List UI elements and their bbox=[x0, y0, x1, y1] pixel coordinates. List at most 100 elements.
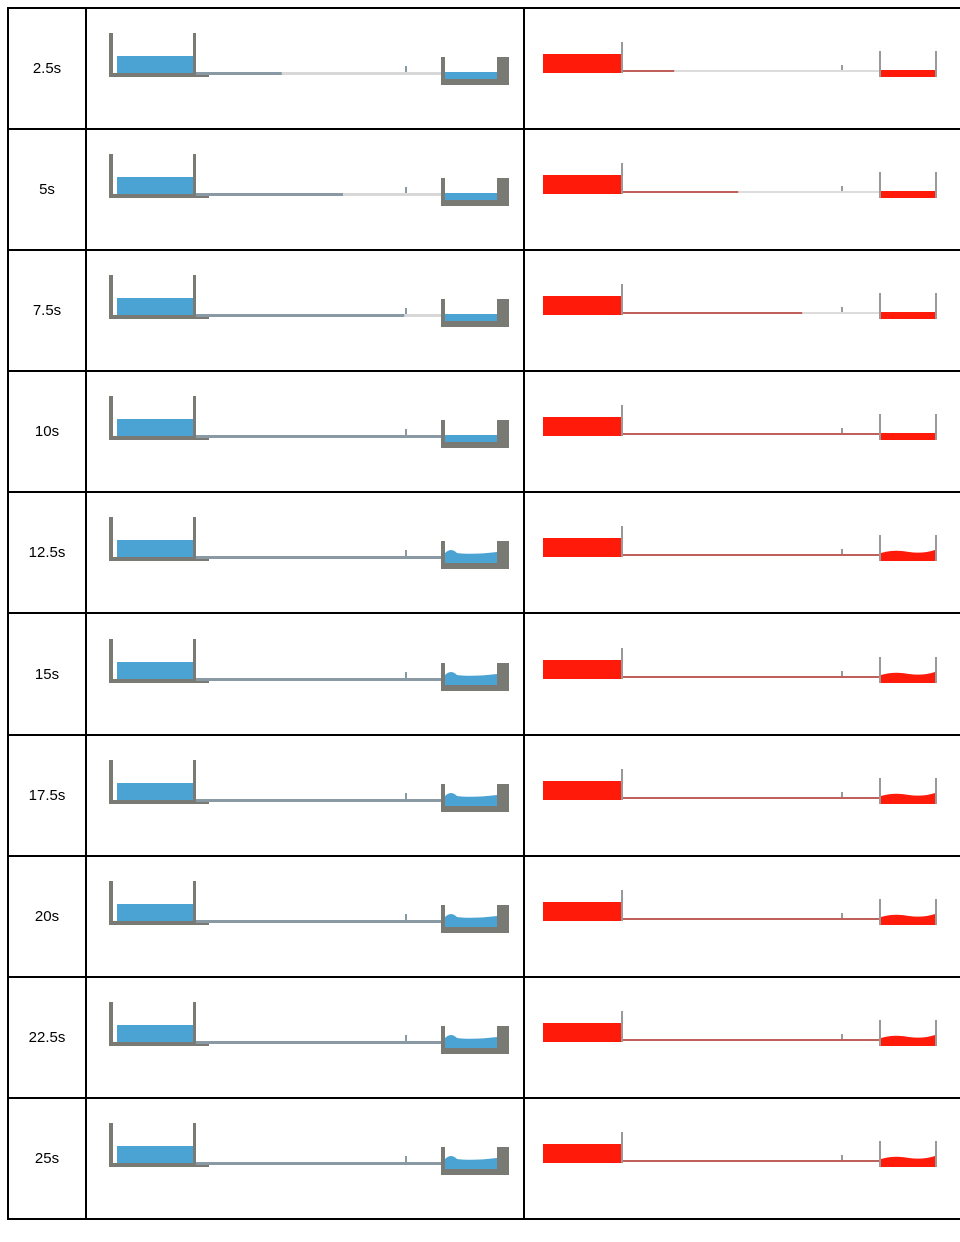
red-simulation-frame bbox=[543, 42, 937, 78]
inlet-tank-left-wall bbox=[109, 1122, 113, 1167]
pipe-probe bbox=[841, 670, 843, 676]
pipe-flow bbox=[196, 193, 343, 197]
outlet-tank-floor bbox=[441, 805, 509, 812]
red-simulation-frame bbox=[543, 163, 937, 199]
blue-simulation-frame bbox=[109, 880, 509, 933]
inlet-tank-floor bbox=[109, 315, 209, 320]
table-row: 15s bbox=[7, 612, 960, 736]
inlet-wall bbox=[621, 526, 623, 558]
time-label: 2.5s bbox=[7, 6, 87, 131]
outlet-tank-right-wall bbox=[497, 1146, 509, 1175]
inlet-tank-left-wall bbox=[109, 33, 113, 78]
outlet-tank-right-wall bbox=[497, 420, 509, 449]
outlet-left-wall bbox=[879, 293, 881, 320]
pipe-probe bbox=[405, 187, 407, 194]
outlet-left-wall bbox=[879, 1019, 881, 1046]
outlet-tank-left-wall bbox=[441, 178, 445, 205]
inlet-tank-right-wall bbox=[193, 880, 196, 921]
red-simulation-frame bbox=[543, 647, 937, 683]
inlet-tank-left-wall bbox=[109, 396, 113, 441]
outlet-tank-right-wall bbox=[497, 1025, 509, 1054]
inlet-wall bbox=[621, 1131, 623, 1163]
inlet-water bbox=[117, 56, 193, 74]
outlet-tank-right-wall bbox=[497, 541, 509, 570]
pipe-flow bbox=[196, 677, 441, 681]
pipe-flow bbox=[196, 556, 441, 560]
outlet-tank-floor bbox=[441, 926, 509, 933]
outlet-left-wall bbox=[879, 535, 881, 562]
outlet-tank-floor bbox=[441, 321, 509, 328]
blue-simulation-cell bbox=[85, 249, 525, 373]
outlet-tank-left-wall bbox=[441, 662, 445, 689]
pipe-probe bbox=[405, 308, 407, 315]
outlet-left-wall bbox=[879, 656, 881, 683]
pipe-probe bbox=[841, 307, 843, 313]
blue-simulation-frame bbox=[109, 1001, 509, 1054]
pipe-flow bbox=[623, 675, 879, 678]
pipe-probe bbox=[841, 65, 843, 71]
outlet-water bbox=[445, 671, 497, 685]
blue-simulation-cell bbox=[85, 6, 525, 131]
inlet-tank-right-wall bbox=[193, 638, 196, 679]
outlet-left-wall bbox=[879, 898, 881, 925]
inlet-tank-floor bbox=[109, 436, 209, 441]
outlet-tank-left-wall bbox=[441, 904, 445, 931]
outlet-water bbox=[445, 1155, 497, 1169]
inlet-tank-floor bbox=[109, 194, 209, 199]
outlet-tank-left-wall bbox=[441, 1146, 445, 1173]
pipe-flow bbox=[196, 919, 441, 923]
blue-simulation-cell bbox=[85, 733, 525, 857]
table-row: 17.5s bbox=[7, 733, 960, 857]
blue-simulation-frame bbox=[109, 517, 509, 570]
pipe-probe bbox=[405, 66, 407, 73]
inlet-tank-floor bbox=[109, 557, 209, 562]
inlet-tank-left-wall bbox=[109, 880, 113, 925]
pipe-flow bbox=[623, 1159, 879, 1162]
pipe-probe bbox=[841, 1154, 843, 1160]
red-simulation-frame bbox=[543, 405, 937, 441]
outlet-right-wall bbox=[935, 414, 937, 441]
pipe-flow bbox=[623, 191, 739, 194]
outlet-fluid bbox=[881, 671, 935, 683]
outlet-water bbox=[445, 550, 497, 564]
blue-simulation-frame bbox=[109, 396, 509, 449]
table-body: 2.5s 5s 7.5s 10s 12.5s 15s 17.5s 20s 22.5s 25s bbox=[7, 6, 960, 1220]
table-row: 5s bbox=[7, 128, 960, 252]
inlet-tank-floor bbox=[109, 1162, 209, 1167]
inlet-tank-left-wall bbox=[109, 517, 113, 562]
outlet-left-wall bbox=[879, 777, 881, 804]
outlet-right-wall bbox=[935, 1019, 937, 1046]
outlet-fluid bbox=[881, 70, 935, 78]
outlet-water bbox=[445, 72, 497, 80]
outlet-water bbox=[445, 792, 497, 806]
inlet-water bbox=[117, 298, 193, 316]
blue-simulation-frame bbox=[109, 275, 509, 328]
pipe-probe bbox=[405, 792, 407, 799]
outlet-right-wall bbox=[935, 656, 937, 683]
time-label: 7.5s bbox=[7, 249, 87, 373]
blue-simulation-frame bbox=[109, 33, 509, 86]
outlet-tank-floor bbox=[441, 442, 509, 449]
red-simulation-frame bbox=[543, 1131, 937, 1167]
outlet-tank-left-wall bbox=[441, 541, 445, 568]
red-simulation-cell bbox=[523, 491, 960, 615]
inlet-water bbox=[117, 903, 193, 921]
blue-simulation-frame bbox=[109, 154, 509, 207]
outlet-right-wall bbox=[935, 777, 937, 804]
pipe-flow bbox=[196, 1040, 441, 1044]
outlet-right-wall bbox=[935, 535, 937, 562]
red-simulation-cell bbox=[523, 975, 960, 1099]
outlet-tank-floor bbox=[441, 563, 509, 570]
inlet-fluid bbox=[543, 54, 621, 74]
inlet-water bbox=[117, 1024, 193, 1042]
pipe-probe bbox=[405, 550, 407, 557]
outlet-tank-floor bbox=[441, 684, 509, 691]
pipe-flow bbox=[196, 435, 441, 439]
inlet-fluid bbox=[543, 659, 621, 679]
blue-simulation-frame bbox=[109, 1122, 509, 1175]
inlet-water bbox=[117, 782, 193, 800]
pipe-probe bbox=[405, 1155, 407, 1162]
outlet-left-wall bbox=[879, 172, 881, 199]
red-simulation-cell bbox=[523, 733, 960, 857]
inlet-fluid bbox=[543, 1143, 621, 1163]
